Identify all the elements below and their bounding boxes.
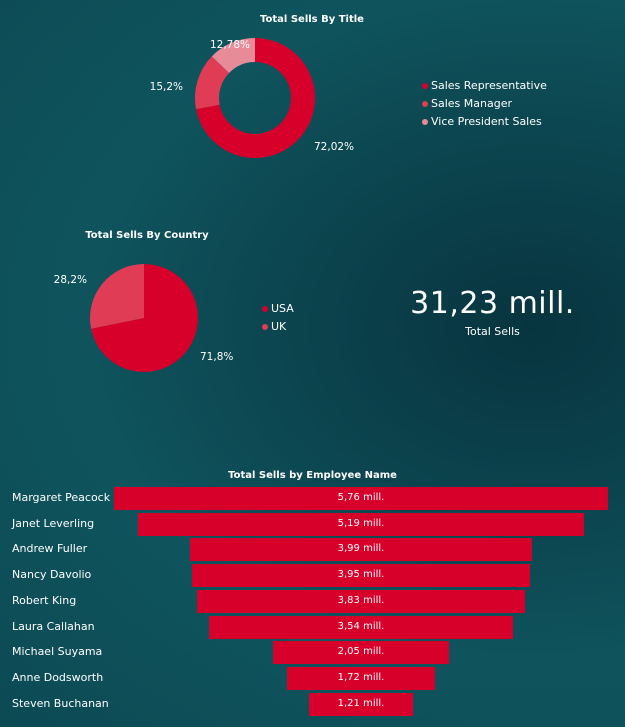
funnel-category-label: Andrew Fuller bbox=[12, 542, 88, 556]
funnel-category-label: Michael Suyama bbox=[12, 645, 103, 659]
country-legend: USA UK bbox=[262, 300, 294, 336]
funnel-data-label: 5,19 mill. bbox=[337, 517, 385, 529]
funnel-category-label: Margaret Peacock bbox=[12, 491, 111, 504]
funnel-data-label: 3,54 mill. bbox=[337, 620, 385, 632]
funnel-category-label: Robert King bbox=[12, 593, 77, 607]
funnel-row[interactable]: Janet Leverling 5,19 mill. bbox=[0, 512, 625, 537]
funnel-row[interactable]: Anne Dodsworth 1,72 mill. bbox=[0, 666, 625, 691]
title-legend-item-2[interactable]: Vice President Sales bbox=[422, 113, 547, 131]
funnel-bar[interactable] bbox=[287, 666, 435, 690]
title-data-label-1: 15,2% bbox=[150, 81, 183, 93]
funnel-data-label: 3,99 mill. bbox=[337, 543, 385, 555]
country-data-label-1: 28,2% bbox=[54, 274, 87, 286]
title-data-label-2: 12,78% bbox=[210, 39, 250, 51]
kpi-total-sells-label: Total Sells bbox=[465, 325, 520, 338]
funnel-data-label: 3,83 mill. bbox=[337, 594, 385, 606]
funnel-bar[interactable] bbox=[196, 589, 526, 613]
country-slice-0[interactable] bbox=[91, 264, 198, 372]
country-slice-1[interactable] bbox=[90, 264, 144, 329]
funnel-category-label: Steven Buchanan bbox=[12, 696, 109, 710]
title-legend-label-2: Vice President Sales bbox=[431, 115, 542, 128]
title-slice-1[interactable] bbox=[195, 56, 230, 110]
funnel-row[interactable]: Laura Callahan 3,54 mill. bbox=[0, 615, 625, 640]
country-legend-label-1: UK bbox=[271, 320, 287, 333]
funnel-category-label: Anne Dodsworth bbox=[12, 670, 104, 684]
funnel-category-label: Laura Callahan bbox=[12, 619, 95, 633]
title-legend: Sales Representative Sales Manager Vice Pr… bbox=[422, 77, 547, 131]
funnel-bar[interactable] bbox=[273, 641, 449, 665]
country-legend-marker-0 bbox=[262, 306, 268, 312]
employee-chart-title: Total Sells by Employee Name bbox=[228, 470, 397, 481]
funnel-data-label: 5,76 mill. bbox=[337, 492, 385, 503]
title-legend-label-1: Sales Manager bbox=[431, 97, 512, 110]
funnel-bar[interactable] bbox=[189, 538, 533, 562]
funnel-bar[interactable] bbox=[138, 512, 584, 536]
funnel-row[interactable]: Nancy Davolio 3,95 mill. bbox=[0, 564, 625, 588]
country-data-label-0: 71,8% bbox=[200, 351, 233, 363]
title-legend-marker-2 bbox=[422, 119, 428, 125]
title-data-label-0: 72,02% bbox=[314, 141, 354, 153]
title-legend-item-0[interactable]: Sales Representative bbox=[422, 77, 547, 95]
country-legend-label-0: USA bbox=[271, 302, 294, 315]
funnel-data-label: 3,95 mill. bbox=[337, 569, 385, 581]
funnel-category-label: Janet Leverling bbox=[12, 516, 95, 530]
country-legend-item-1[interactable]: UK bbox=[262, 318, 294, 336]
title-legend-marker-1 bbox=[422, 101, 428, 107]
title-legend-label-0: Sales Representative bbox=[431, 79, 547, 92]
funnel-row[interactable]: Michael Suyama 2,05 mill. bbox=[0, 641, 625, 665]
funnel-row[interactable]: Margaret Peacock 5,76 mill. bbox=[0, 487, 625, 511]
title-slice-2[interactable] bbox=[211, 38, 255, 73]
funnel-data-label: 1,72 mill. bbox=[337, 671, 385, 683]
funnel-category-label: Nancy Davolio bbox=[12, 568, 92, 582]
funnel-data-label: 2,05 mill. bbox=[337, 646, 385, 658]
funnel-row[interactable]: Robert King 3,83 mill. bbox=[0, 589, 625, 614]
country-chart-title: Total Sells By Country bbox=[85, 230, 209, 241]
funnel-row[interactable]: Andrew Fuller 3,99 mill. bbox=[0, 538, 625, 562]
country-legend-item-0[interactable]: USA bbox=[262, 300, 294, 318]
funnel-bar[interactable] bbox=[191, 564, 531, 588]
title-legend-item-1[interactable]: Sales Manager bbox=[422, 95, 547, 113]
title-chart-title: Total Sells By Title bbox=[260, 14, 364, 25]
title-slice-0[interactable] bbox=[196, 38, 316, 159]
funnel-bar[interactable] bbox=[114, 487, 608, 510]
kpi-total-sells-value: 31,23 mill. bbox=[410, 286, 575, 321]
funnel-bar[interactable] bbox=[309, 692, 413, 716]
country-legend-marker-1 bbox=[262, 324, 268, 330]
funnel-data-label: 1,21 mill. bbox=[337, 697, 385, 709]
funnel-row[interactable]: Steven Buchanan 1,21 mill. bbox=[0, 692, 625, 717]
title-legend-marker-0 bbox=[422, 83, 428, 89]
funnel-bar[interactable] bbox=[209, 615, 513, 639]
